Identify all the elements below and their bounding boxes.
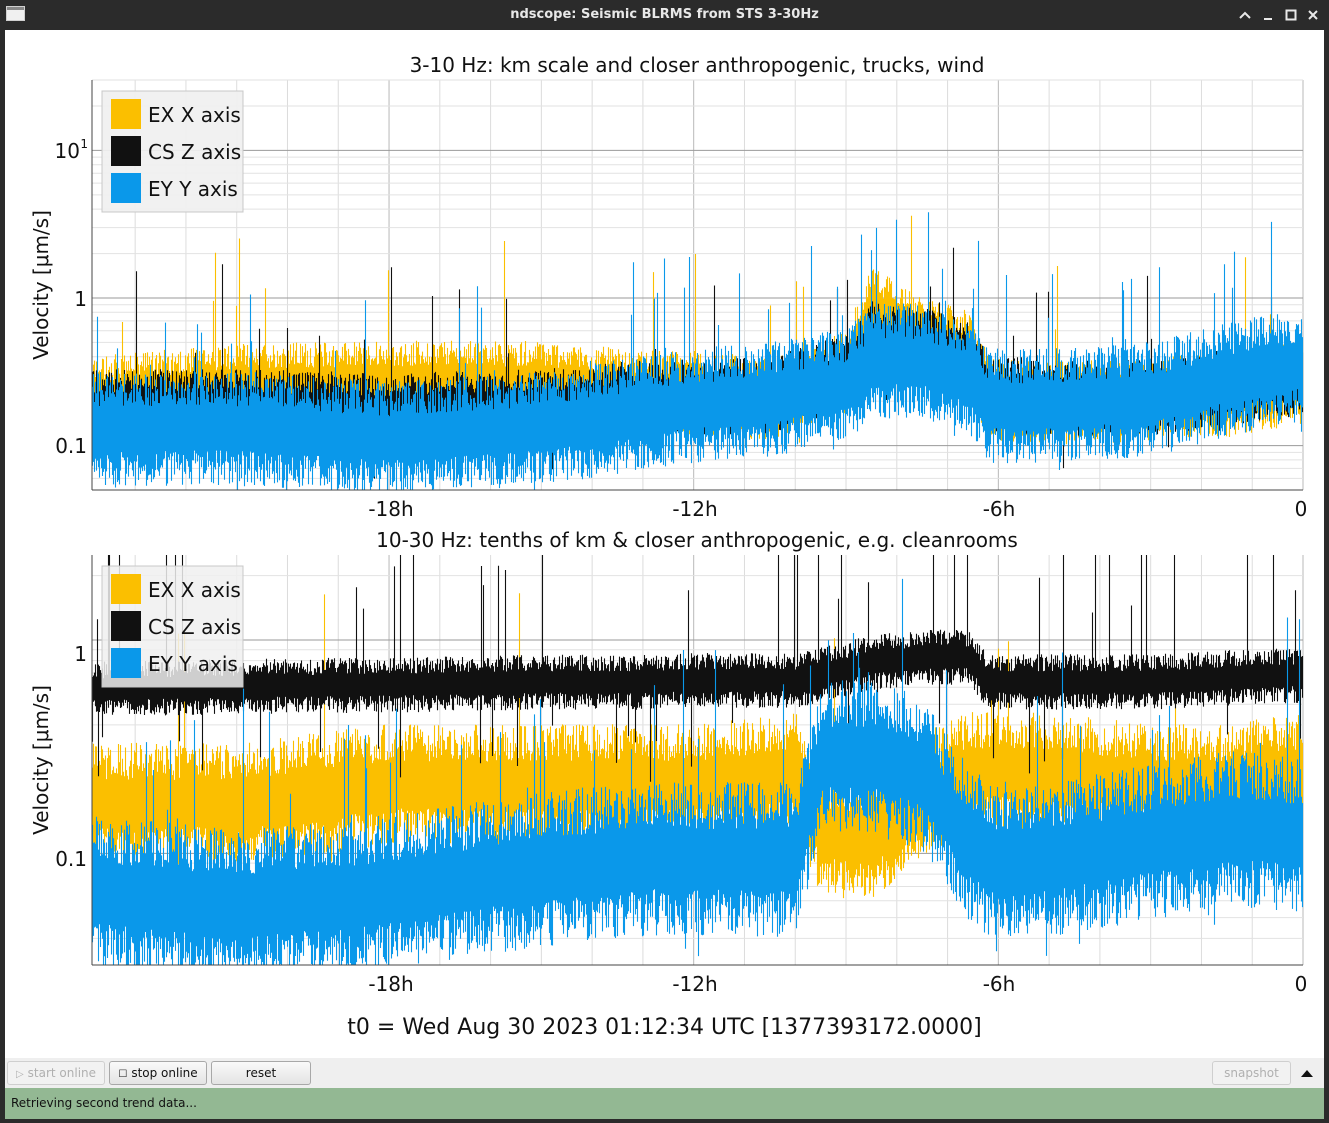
plot2-ylabel: Velocity [μm/s] bbox=[29, 685, 53, 835]
stop-online-button[interactable]: ☐ stop online bbox=[109, 1061, 207, 1085]
legend-swatch-ey bbox=[111, 173, 141, 203]
window-menu-icon[interactable] bbox=[6, 6, 25, 21]
legend-label-ex: EX X axis bbox=[148, 103, 241, 127]
plot2-xtick-label: -12h bbox=[672, 972, 717, 996]
plot-10-30hz[interactable]: 10-30 Hz: tenths of km & closer anthropo… bbox=[29, 528, 1307, 996]
plot2-title: 10-30 Hz: tenths of km & closer anthropo… bbox=[376, 528, 1018, 552]
plot2-xtick-label: 0 bbox=[1295, 972, 1308, 996]
t0-label: t0 = Wed Aug 30 2023 01:12:34 UTC [13773… bbox=[347, 1015, 982, 1040]
legend-swatch-ex bbox=[111, 99, 141, 129]
minimize-icon[interactable] bbox=[1259, 6, 1277, 24]
control-toolbar: ▷ start online ☐ stop online reset snapsho… bbox=[5, 1058, 1324, 1088]
plot1-ytick-label: 1 bbox=[74, 287, 87, 311]
plot1-title: 3-10 Hz: km scale and closer anthropogen… bbox=[410, 53, 985, 77]
window-title: ndscope: Seismic BLRMS from STS 3-30Hz bbox=[510, 7, 819, 22]
plot2-xtick-label: -18h bbox=[368, 972, 413, 996]
close-icon[interactable] bbox=[1304, 6, 1322, 24]
start-online-label: start online bbox=[27, 1066, 97, 1080]
legend-swatch-ex bbox=[111, 574, 141, 604]
keep-above-icon[interactable] bbox=[1236, 6, 1254, 24]
legend-label-cs: CS Z axis bbox=[148, 615, 241, 639]
plot1-xtick-label: 0 bbox=[1295, 497, 1308, 521]
stop-online-label: stop online bbox=[131, 1066, 198, 1080]
legend-swatch-cs bbox=[111, 611, 141, 641]
plot1-xtick-label: -18h bbox=[368, 497, 413, 521]
reset-label: reset bbox=[245, 1066, 277, 1080]
snapshot-label: snapshot bbox=[1224, 1066, 1279, 1080]
maximize-icon[interactable] bbox=[1282, 6, 1300, 24]
plot2-xtick-label: -6h bbox=[983, 972, 1016, 996]
plot-area[interactable]: 3-10 Hz: km scale and closer anthropogen… bbox=[5, 30, 1324, 1010]
snapshot-button[interactable]: snapshot bbox=[1212, 1061, 1291, 1085]
plot2-ytick-label: 0.1 bbox=[55, 847, 87, 871]
plot-3-10hz[interactable]: 3-10 Hz: km scale and closer anthropogen… bbox=[29, 53, 1307, 521]
start-online-button[interactable]: ▷ start online bbox=[7, 1061, 105, 1085]
reset-button[interactable]: reset bbox=[211, 1061, 311, 1085]
legend-label-ey: EY Y axis bbox=[148, 177, 238, 201]
legend-label-ex: EX X axis bbox=[148, 578, 241, 602]
plot1-ytick-label: 10 bbox=[55, 139, 80, 163]
stop-icon: ☐ bbox=[118, 1069, 128, 1080]
status-bar: Retrieving second trend data... bbox=[5, 1088, 1324, 1119]
plot1-xtick-label: -12h bbox=[672, 497, 717, 521]
plot1-ytick-exponent: 1 bbox=[80, 137, 88, 151]
legend-swatch-ey bbox=[111, 648, 141, 678]
legend-label-cs: CS Z axis bbox=[148, 140, 241, 164]
plot2-ytick-label: 1 bbox=[74, 642, 87, 666]
legend-label-ey: EY Y axis bbox=[148, 652, 238, 676]
status-message: Retrieving second trend data... bbox=[11, 1096, 197, 1110]
legend-swatch-cs bbox=[111, 136, 141, 166]
triangle-up-icon[interactable] bbox=[1298, 1064, 1316, 1082]
play-icon: ▷ bbox=[15, 1069, 24, 1080]
title-bar: ndscope: Seismic BLRMS from STS 3-30Hz bbox=[0, 0, 1329, 30]
plot1-xtick-label: -6h bbox=[983, 497, 1016, 521]
plot1-ytick-label: 0.1 bbox=[55, 434, 87, 458]
plot1-ylabel: Velocity [μm/s] bbox=[29, 210, 53, 360]
plot2-legend[interactable]: EX X axis CS Z axis EY Y axis bbox=[101, 565, 244, 688]
plot1-legend[interactable]: EX X axis CS Z axis EY Y axis bbox=[101, 90, 244, 213]
